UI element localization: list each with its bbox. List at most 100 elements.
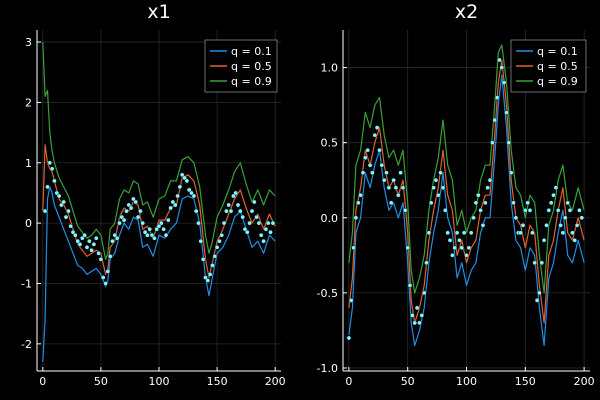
data-point — [156, 223, 162, 229]
data-point — [440, 185, 446, 190]
series-line-q01 — [348, 74, 585, 347]
data-point — [431, 185, 436, 190]
data-point — [147, 226, 152, 232]
data-point — [454, 230, 460, 236]
series-line-q01 — [42, 186, 276, 362]
x-tick-label: 200 — [265, 375, 286, 388]
x-tick-label: 100 — [456, 375, 477, 388]
y-tick-label: 0.5 — [321, 137, 339, 150]
data-point — [386, 185, 392, 190]
data-point — [475, 192, 481, 198]
data-point — [126, 202, 132, 208]
data-point — [487, 177, 493, 183]
data-point — [205, 278, 211, 283]
data-point — [66, 208, 71, 214]
data-point — [395, 192, 401, 198]
data-point — [405, 245, 411, 251]
data-point — [61, 199, 67, 205]
data-point — [388, 200, 394, 206]
data-point — [372, 132, 378, 138]
data-point — [63, 214, 69, 220]
data-point — [210, 263, 215, 268]
data-point — [49, 166, 55, 172]
data-point — [457, 237, 462, 243]
data-point — [490, 140, 495, 145]
data-point — [572, 237, 578, 243]
chart-title: x1 — [147, 1, 170, 23]
data-point — [172, 202, 178, 208]
data-point — [52, 178, 57, 184]
data-point — [532, 260, 538, 266]
data-point — [407, 283, 413, 288]
data-point — [100, 275, 106, 280]
data-point — [70, 229, 76, 235]
series-line-q09 — [348, 44, 585, 294]
data-point — [133, 199, 139, 205]
data-point — [539, 260, 545, 266]
x-tick-label: 50 — [94, 375, 108, 388]
data-point — [154, 226, 159, 232]
data-point — [47, 160, 53, 166]
data-point — [473, 200, 479, 206]
data-point — [419, 313, 425, 318]
data-point — [124, 208, 129, 214]
x-tick-label: 50 — [401, 375, 415, 388]
data-point — [370, 170, 375, 175]
data-point — [426, 230, 432, 236]
data-point — [348, 298, 354, 303]
data-point — [251, 199, 257, 205]
data-point — [384, 170, 389, 175]
data-point — [518, 230, 523, 236]
data-point — [214, 244, 220, 250]
data-point — [527, 207, 533, 213]
data-point — [365, 147, 371, 153]
data-point — [265, 220, 271, 226]
data-point — [494, 95, 500, 100]
plot-area — [42, 42, 276, 362]
data-point — [140, 220, 145, 226]
data-point — [121, 217, 127, 223]
data-point — [175, 193, 180, 199]
data-point — [400, 185, 406, 190]
data-point — [428, 200, 434, 206]
data-point — [360, 170, 366, 175]
data-point — [417, 320, 422, 326]
data-point — [506, 140, 512, 145]
y-tick-label: -1 — [21, 277, 32, 290]
data-point — [98, 256, 104, 262]
data-point — [105, 269, 111, 274]
data-point — [217, 238, 222, 244]
data-point — [256, 220, 262, 226]
data-point — [268, 229, 273, 235]
data-point — [513, 215, 519, 221]
data-point — [461, 230, 467, 236]
data-point — [353, 215, 359, 221]
x-tick-label: 0 — [39, 375, 46, 388]
data-point — [119, 214, 125, 220]
data-point — [263, 226, 269, 232]
data-point — [196, 220, 201, 226]
plot-area — [346, 44, 585, 347]
data-point — [555, 207, 561, 213]
data-point — [203, 275, 208, 280]
data-point — [231, 193, 236, 199]
data-point — [152, 235, 157, 241]
data-point — [219, 232, 224, 238]
data-point — [577, 207, 582, 213]
data-point — [381, 177, 387, 183]
data-point — [73, 232, 78, 238]
data-point — [221, 220, 227, 226]
data-point — [228, 208, 234, 214]
data-point — [424, 260, 429, 266]
data-point — [177, 184, 183, 190]
data-point — [186, 187, 192, 193]
data-point — [497, 57, 502, 63]
data-point — [525, 200, 531, 206]
data-point — [131, 196, 136, 202]
data-point — [558, 222, 563, 228]
data-point — [170, 199, 176, 205]
data-point — [254, 214, 259, 220]
x-tick-label: 100 — [149, 375, 170, 388]
data-point — [184, 178, 190, 184]
